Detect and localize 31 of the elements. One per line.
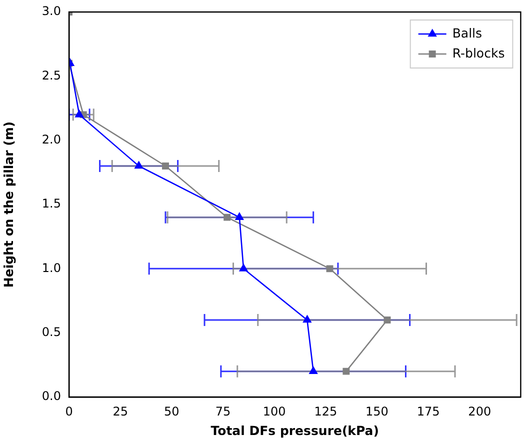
x-axis-title: Total DFs pressure(kPa) xyxy=(210,422,379,438)
y-tick-label: 2.5 xyxy=(42,68,61,82)
y-tick-label: 1.0 xyxy=(42,260,61,275)
x-tick-label: 125 xyxy=(314,404,338,418)
x-tick-label: 50 xyxy=(164,404,180,418)
point xyxy=(326,265,334,272)
x-tick-label: 200 xyxy=(468,404,492,418)
y-tick-label: 3.0 xyxy=(42,4,61,18)
point xyxy=(235,212,244,220)
legend-label: Balls xyxy=(452,25,482,40)
point xyxy=(309,366,318,374)
point xyxy=(134,161,143,169)
x-tick-label: 0 xyxy=(65,404,73,418)
x-tick-label: 175 xyxy=(416,404,440,418)
point xyxy=(384,316,391,324)
y-axis-title: Height on the pillar (m) xyxy=(0,121,16,288)
point xyxy=(239,264,248,272)
legend-label: R-blocks xyxy=(452,45,505,60)
point xyxy=(224,214,231,221)
y-tick-label: 0.5 xyxy=(42,324,61,339)
point xyxy=(342,368,350,375)
y-tick-label: 0.0 xyxy=(42,389,61,404)
x-tick-label: 150 xyxy=(366,404,388,418)
point xyxy=(162,162,169,170)
point xyxy=(303,315,312,323)
x-tick-label: 25 xyxy=(112,404,128,418)
y-tick-label: 2.0 xyxy=(42,132,61,146)
x-tick-label: 75 xyxy=(215,404,231,418)
point xyxy=(75,110,84,118)
x-tick-label: 100 xyxy=(262,404,286,418)
y-tick-label: 1.5 xyxy=(42,196,61,211)
